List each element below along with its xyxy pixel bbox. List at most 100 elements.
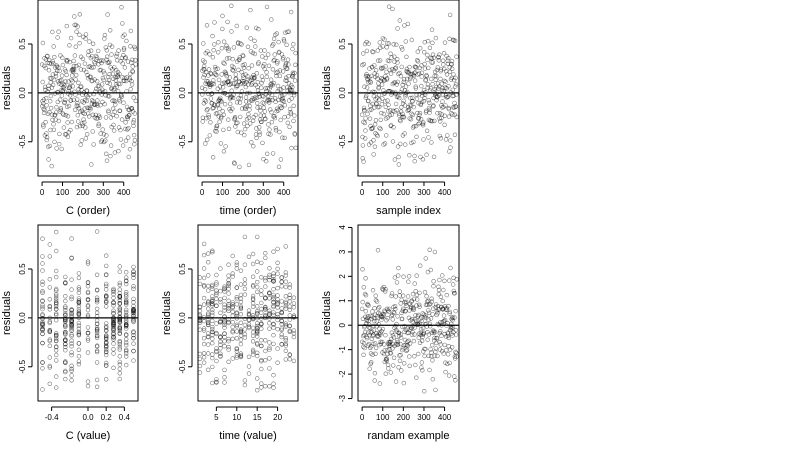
data-point xyxy=(381,142,386,147)
data-point xyxy=(77,40,82,46)
data-point xyxy=(69,332,74,337)
data-point xyxy=(396,162,401,167)
data-point xyxy=(250,325,256,331)
data-point xyxy=(202,97,208,103)
data-point xyxy=(400,346,406,351)
data-point xyxy=(246,254,252,259)
x-tick-label: 300 xyxy=(97,188,111,197)
data-point xyxy=(65,134,71,139)
data-point xyxy=(402,324,407,329)
data-point xyxy=(375,76,380,81)
data-point xyxy=(419,318,424,323)
data-point xyxy=(230,320,235,325)
data-point xyxy=(250,352,256,357)
data-point xyxy=(117,326,123,331)
data-point xyxy=(123,281,129,287)
data-point xyxy=(419,365,424,370)
data-point xyxy=(282,135,287,141)
y-tick-label: 0.5 xyxy=(338,38,347,50)
data-point xyxy=(238,341,244,347)
data-point xyxy=(389,291,395,296)
data-point xyxy=(267,277,272,283)
data-point xyxy=(271,41,276,47)
data-point xyxy=(236,67,241,73)
data-point xyxy=(40,360,45,365)
data-point xyxy=(234,324,240,329)
data-point xyxy=(443,103,448,108)
data-point xyxy=(123,138,129,143)
data-point xyxy=(255,328,260,333)
data-point xyxy=(131,264,136,270)
data-point xyxy=(443,137,449,142)
data-point xyxy=(231,92,236,97)
data-point xyxy=(394,322,399,327)
data-point xyxy=(405,294,411,299)
data-point xyxy=(436,287,442,293)
data-point xyxy=(69,236,74,241)
data-point xyxy=(210,250,215,255)
data-point xyxy=(262,62,267,67)
data-point xyxy=(381,313,386,318)
data-point xyxy=(206,351,211,356)
data-point xyxy=(53,312,59,318)
data-point xyxy=(283,348,288,353)
data-point xyxy=(123,126,128,132)
data-point xyxy=(412,354,417,359)
data-point xyxy=(375,48,380,53)
data-point xyxy=(243,84,249,90)
data-point xyxy=(433,35,439,41)
data-point xyxy=(379,75,384,81)
data-point xyxy=(84,98,90,104)
data-point xyxy=(267,345,272,350)
data-point xyxy=(125,127,130,132)
data-point xyxy=(397,95,402,101)
data-point xyxy=(291,295,297,300)
data-point xyxy=(404,76,410,82)
data-point xyxy=(250,316,256,321)
data-point xyxy=(363,116,368,121)
data-point xyxy=(378,126,383,132)
data-point xyxy=(370,49,375,54)
data-point xyxy=(217,119,222,124)
data-point xyxy=(277,87,282,92)
data-point xyxy=(446,335,452,341)
data-point xyxy=(291,103,296,109)
data-point xyxy=(111,337,116,342)
data-point xyxy=(69,363,74,368)
data-point xyxy=(411,104,416,110)
data-point xyxy=(424,294,429,299)
data-point xyxy=(263,55,268,61)
data-point xyxy=(53,229,59,235)
data-point xyxy=(63,79,68,84)
data-point xyxy=(90,78,95,83)
data-point xyxy=(218,297,223,302)
data-point xyxy=(387,67,392,73)
data-point xyxy=(91,142,96,147)
data-point xyxy=(126,112,132,118)
data-point xyxy=(292,132,298,137)
x-tick-label: 300 xyxy=(417,188,431,197)
data-point xyxy=(201,328,207,333)
data-point xyxy=(405,89,410,95)
data-point xyxy=(259,74,265,79)
data-point xyxy=(449,62,454,67)
data-point xyxy=(404,90,409,96)
data-point xyxy=(366,98,371,104)
data-point xyxy=(426,65,431,71)
data-point xyxy=(224,43,229,48)
data-point xyxy=(373,345,379,351)
data-point xyxy=(362,291,368,297)
data-point xyxy=(378,65,384,71)
data-point xyxy=(407,64,412,70)
data-point xyxy=(369,336,374,342)
data-point xyxy=(103,352,109,358)
data-point xyxy=(291,118,296,124)
data-point xyxy=(43,95,49,101)
data-point xyxy=(69,333,74,339)
data-point xyxy=(366,325,372,330)
data-point xyxy=(276,97,281,103)
data-point xyxy=(226,126,232,132)
data-point xyxy=(78,142,83,147)
data-point xyxy=(40,306,45,312)
data-point xyxy=(392,157,398,162)
